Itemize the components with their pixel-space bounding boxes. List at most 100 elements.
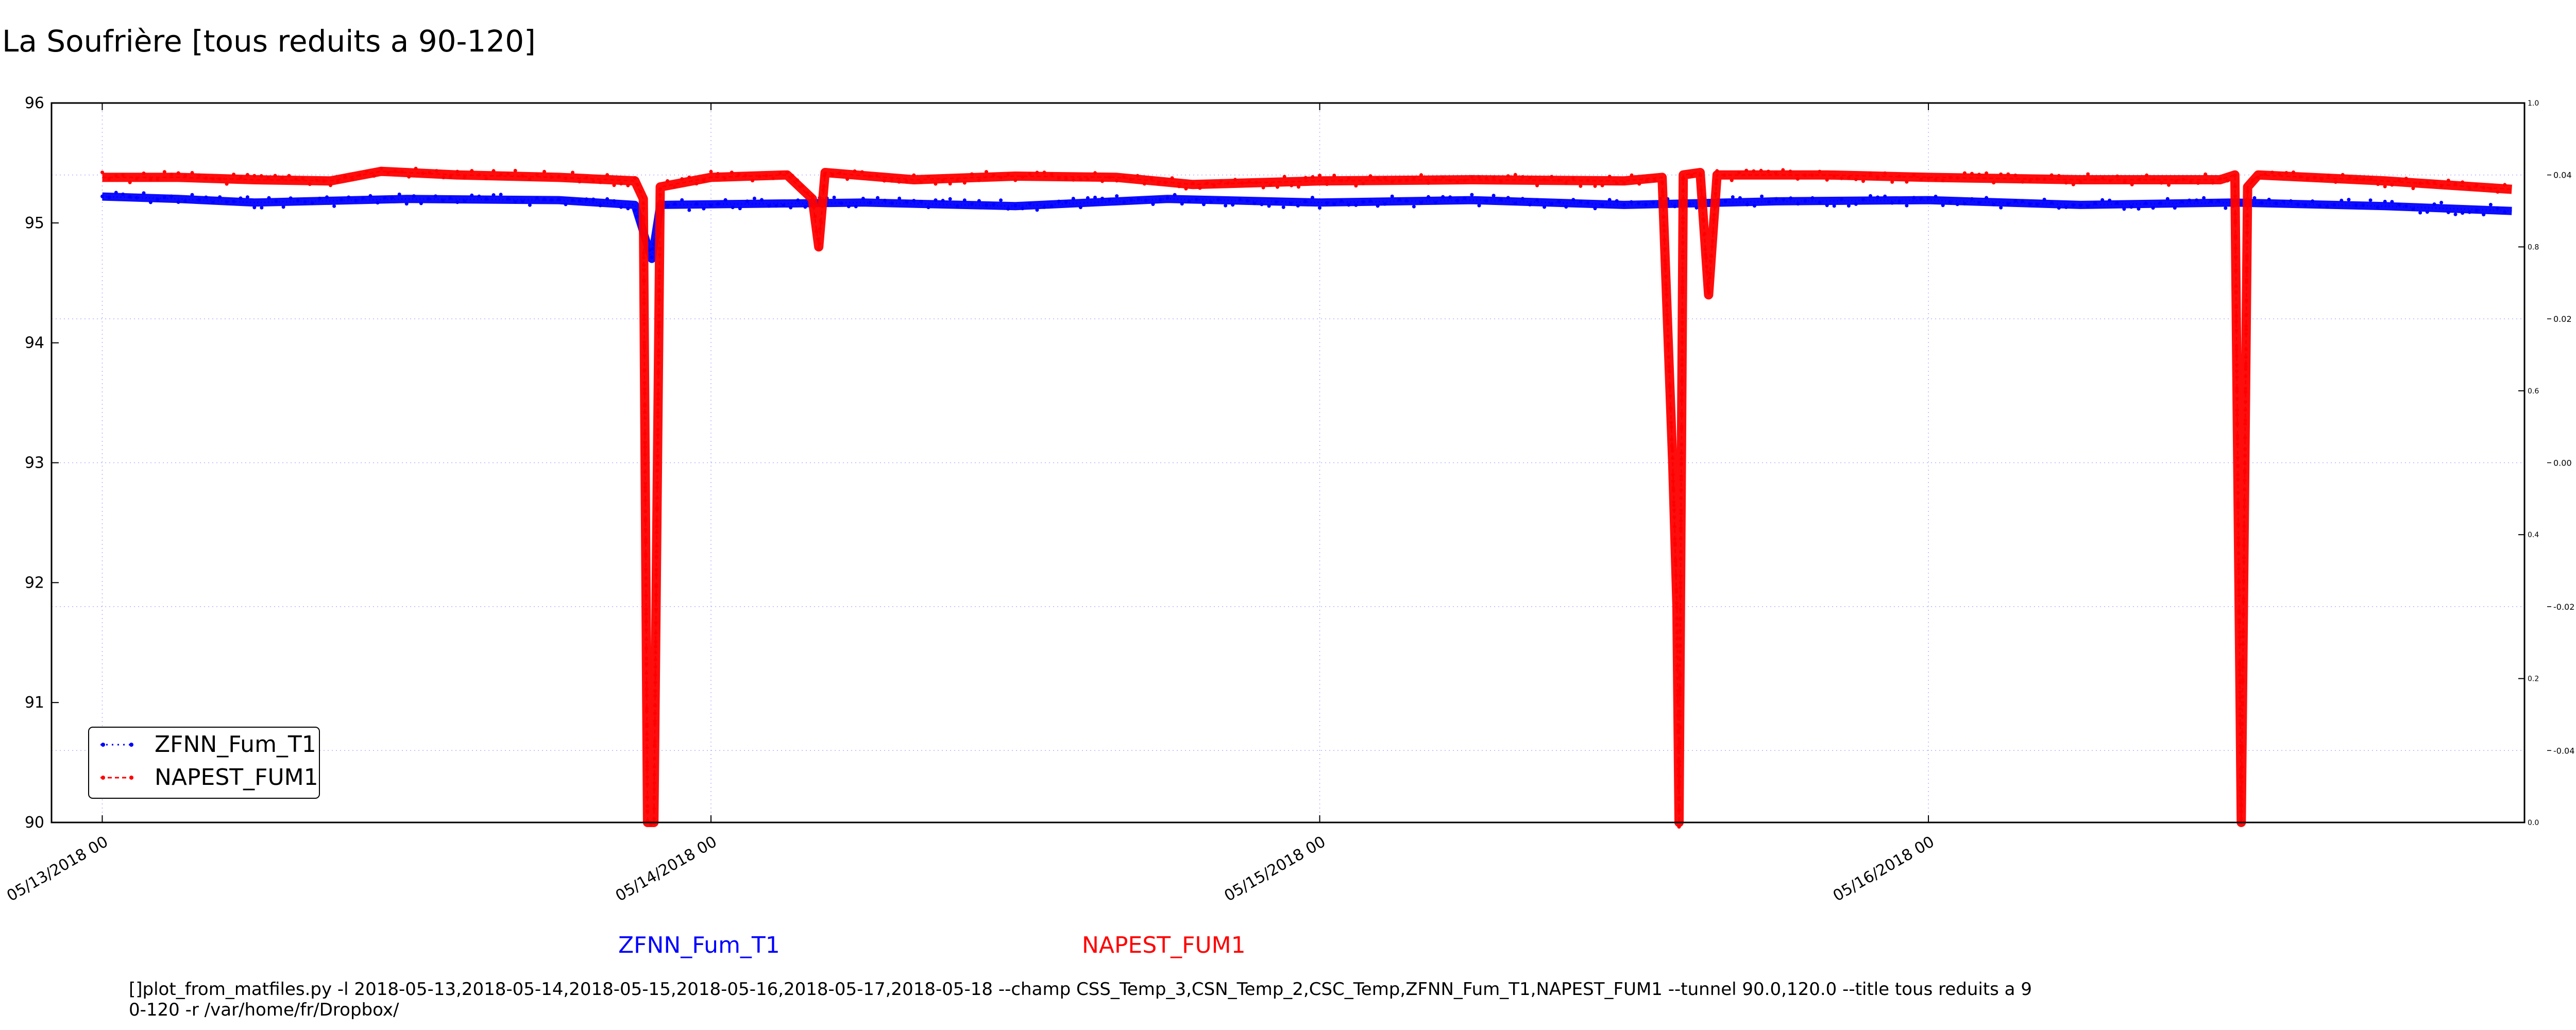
series-marker-napest_fum1 (1955, 176, 1959, 180)
series-marker-napest_fum1 (962, 181, 967, 185)
series-marker-zfnn_fum_t1 (1941, 203, 1945, 208)
series-marker-napest_fum1 (1543, 178, 1547, 182)
series-marker-napest_fum1 (2235, 397, 2239, 401)
series-marker-napest_fum1 (2236, 552, 2241, 556)
series-marker-zfnn_fum_t1 (1100, 196, 1105, 200)
series-marker-napest_fum1 (1677, 783, 1681, 787)
series-marker-zfnn_fum_t1 (1404, 199, 1409, 203)
series-marker-zfnn_fum_t1 (1513, 201, 1517, 205)
series-marker-napest_fum1 (642, 263, 646, 267)
series-marker-napest_fum1 (1663, 237, 1667, 242)
series-marker-napest_fum1 (652, 772, 656, 777)
series-marker-napest_fum1 (259, 174, 263, 178)
series-marker-napest_fum1 (1311, 175, 1315, 179)
series-marker-zfnn_fum_t1 (397, 192, 401, 196)
series-marker-napest_fum1 (657, 246, 662, 250)
series-marker-napest_fum1 (1681, 291, 1685, 295)
series-marker-napest_fum1 (1832, 174, 1836, 178)
series-marker-napest_fum1 (1674, 590, 1679, 594)
series-marker-napest_fum1 (183, 174, 188, 178)
series-marker-zfnn_fum_t1 (170, 194, 174, 198)
series-marker-napest_fum1 (653, 658, 657, 662)
series-marker-zfnn_fum_t1 (1202, 202, 1206, 207)
series-marker-napest_fum1 (2240, 723, 2244, 727)
series-marker-zfnn_fum_t1 (571, 198, 574, 202)
series-marker-zfnn_fum_t1 (1846, 204, 1851, 208)
series-marker-napest_fum1 (1677, 709, 1682, 713)
series-marker-napest_fum1 (1897, 174, 1902, 178)
series-marker-napest_fum1 (1941, 179, 1945, 183)
series-marker-zfnn_fum_t1 (1144, 198, 1148, 202)
series-marker-napest_fum1 (2226, 179, 2230, 183)
series-marker-napest_fum1 (1354, 184, 1358, 188)
series-marker-napest_fum1 (2251, 178, 2255, 182)
series-marker-napest_fum1 (520, 174, 524, 178)
series-marker-napest_fum1 (985, 170, 988, 174)
series-marker-napest_fum1 (657, 273, 662, 278)
series-marker-napest_fum1 (657, 269, 662, 273)
series-marker-zfnn_fum_t1 (2173, 206, 2177, 210)
series-marker-zfnn_fum_t1 (1194, 198, 1198, 202)
series-marker-napest_fum1 (442, 176, 446, 180)
series-marker-napest_fum1 (1668, 385, 1672, 389)
series-marker-napest_fum1 (653, 650, 657, 655)
series-marker-zfnn_fum_t1 (2376, 205, 2380, 209)
series-marker-napest_fum1 (1710, 245, 1714, 249)
series-marker-napest_fum1 (1665, 313, 1669, 317)
series-marker-zfnn_fum_t1 (1854, 202, 1858, 206)
series-marker-napest_fum1 (643, 540, 648, 544)
series-marker-napest_fum1 (655, 519, 659, 523)
series-marker-zfnn_fum_t1 (1825, 203, 1829, 208)
series-marker-napest_fum1 (2245, 254, 2249, 259)
series-marker-napest_fum1 (656, 392, 660, 396)
series-marker-napest_fum1 (641, 201, 646, 205)
series-marker-zfnn_fum_t1 (2267, 197, 2271, 201)
series-marker-napest_fum1 (2204, 172, 2208, 176)
series-marker-napest_fum1 (1028, 172, 1032, 176)
plot-series (100, 166, 2512, 829)
series-marker-napest_fum1 (2242, 556, 2246, 560)
series-marker-napest_fum1 (831, 173, 835, 177)
series-marker-zfnn_fum_t1 (2013, 199, 2018, 203)
series-marker-napest_fum1 (1434, 178, 1438, 182)
series-marker-napest_fum1 (1668, 394, 1672, 398)
right-tick-label: 0.2 (2528, 675, 2539, 683)
series-marker-napest_fum1 (591, 179, 596, 183)
series-marker-napest_fum1 (1876, 176, 1880, 180)
series-marker-napest_fum1 (1149, 176, 1154, 180)
series-marker-napest_fum1 (1674, 573, 1678, 577)
series-marker-napest_fum1 (190, 171, 194, 175)
series-marker-zfnn_fum_t1 (1883, 194, 1887, 198)
series-marker-napest_fum1 (2236, 523, 2241, 527)
series-marker-napest_fum1 (657, 331, 661, 335)
series-marker-napest_fum1 (2234, 255, 2238, 260)
series-marker-zfnn_fum_t1 (1912, 196, 1916, 200)
series-marker-napest_fum1 (329, 183, 332, 187)
series-marker-napest_fum1 (1706, 286, 1710, 290)
series-marker-zfnn_fum_t1 (1448, 195, 1452, 199)
series-marker-zfnn_fum_t1 (2180, 199, 2184, 203)
series-marker-zfnn_fum_t1 (190, 193, 194, 197)
series-marker-napest_fum1 (658, 210, 662, 214)
series-marker-napest_fum1 (1163, 180, 1167, 184)
series-marker-napest_fum1 (1325, 182, 1329, 186)
series-marker-napest_fum1 (655, 496, 659, 500)
series-marker-napest_fum1 (1477, 175, 1481, 179)
series-marker-napest_fum1 (2028, 179, 2032, 183)
series-marker-napest_fum1 (1679, 586, 1683, 590)
series-marker-napest_fum1 (653, 703, 657, 708)
series-marker-napest_fum1 (644, 607, 648, 611)
series-marker-napest_fum1 (645, 782, 649, 786)
series-marker-napest_fum1 (673, 185, 677, 189)
series-marker-zfnn_fum_t1 (738, 207, 742, 211)
series-marker-napest_fum1 (1869, 171, 1872, 175)
series-marker-napest_fum1 (2244, 386, 2248, 390)
series-marker-napest_fum1 (2246, 190, 2250, 194)
series-marker-napest_fum1 (287, 174, 291, 178)
series-marker-napest_fum1 (644, 576, 648, 580)
series-marker-napest_fum1 (2242, 560, 2246, 564)
series-marker-zfnn_fum_t1 (2318, 203, 2322, 208)
series-marker-napest_fum1 (1564, 181, 1568, 185)
series-marker-napest_fum1 (528, 177, 532, 181)
series-marker-napest_fum1 (1680, 320, 1684, 324)
